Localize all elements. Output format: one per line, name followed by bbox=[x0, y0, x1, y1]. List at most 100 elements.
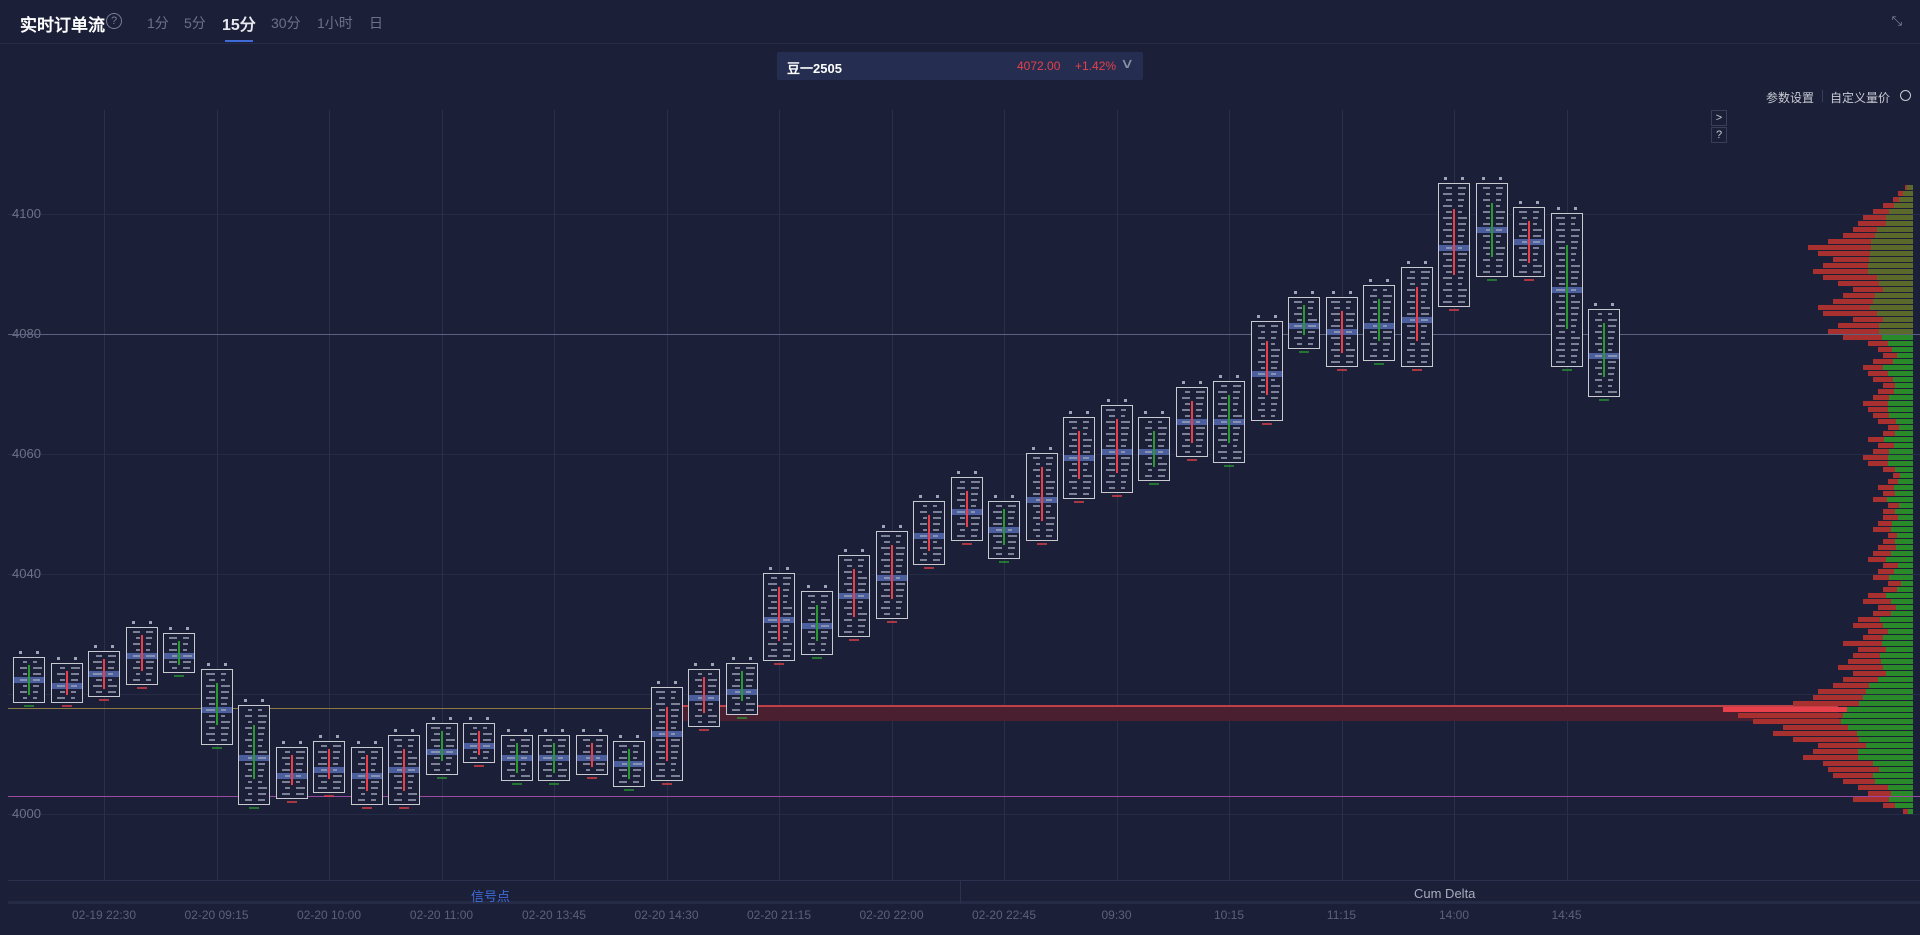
ask-volume-cell bbox=[1308, 331, 1315, 333]
tab-5min[interactable]: 5分 bbox=[184, 15, 206, 31]
footprint-candle[interactable] bbox=[1588, 309, 1620, 397]
footprint-candle[interactable] bbox=[1475, 183, 1508, 277]
bid-volume-cell bbox=[248, 781, 252, 783]
bid-volume-cell bbox=[844, 619, 852, 621]
ask-volume-cell bbox=[1608, 349, 1612, 351]
footprint-candle[interactable] bbox=[125, 627, 158, 685]
price-level-row bbox=[1439, 209, 1469, 215]
footprint-candle[interactable] bbox=[425, 723, 458, 775]
ask-volume-cell bbox=[1570, 313, 1578, 315]
footprint-candle[interactable] bbox=[238, 705, 270, 805]
footprint-candle[interactable] bbox=[1513, 207, 1545, 277]
expand-button[interactable]: > bbox=[1711, 110, 1727, 126]
footprint-candle[interactable] bbox=[800, 591, 833, 655]
help-icon[interactable]: ? bbox=[106, 13, 122, 29]
candle-header-marks bbox=[469, 717, 489, 720]
ask-volume-cell bbox=[108, 679, 112, 681]
ask-volume-cell bbox=[1533, 223, 1537, 225]
footprint-candle[interactable] bbox=[463, 723, 495, 763]
footprint-candle[interactable] bbox=[1138, 417, 1170, 481]
footprint-candle[interactable] bbox=[1288, 297, 1320, 349]
price-level-row bbox=[352, 767, 382, 773]
circle-dot-icon[interactable] bbox=[1900, 90, 1911, 101]
price-level-row bbox=[1252, 401, 1282, 407]
footprint-chart[interactable]: 4100 4080 4060 4040 4000 bbox=[0, 100, 1920, 880]
question-button[interactable]: ? bbox=[1711, 127, 1727, 143]
footprint-candle[interactable] bbox=[763, 573, 795, 661]
footprint-candle[interactable] bbox=[1175, 387, 1208, 457]
ask-volume-cell bbox=[1233, 409, 1237, 411]
tab-1hour[interactable]: 1小时 bbox=[317, 15, 353, 31]
ask-volume-cell bbox=[333, 757, 339, 759]
price-level-row bbox=[1552, 329, 1582, 335]
footprint-candle[interactable] bbox=[950, 477, 983, 541]
footprint-candle[interactable] bbox=[1325, 297, 1358, 367]
ask-volume-cell bbox=[820, 619, 830, 621]
bid-volume-cell bbox=[470, 733, 477, 735]
symbol-selector[interactable]: 豆一2505 4072.00 +1.42% ∨ bbox=[777, 52, 1143, 80]
bid-volume-cell bbox=[655, 703, 665, 705]
delta-marker bbox=[1336, 369, 1347, 371]
footprint-candle[interactable] bbox=[538, 735, 570, 781]
footprint-candle[interactable] bbox=[1400, 267, 1433, 367]
ask-volume-cell bbox=[708, 691, 715, 693]
footprint-candle[interactable] bbox=[725, 663, 758, 715]
footprint-candle[interactable] bbox=[988, 501, 1020, 559]
footprint-candle[interactable] bbox=[1363, 285, 1395, 361]
profile-buy-bar bbox=[1893, 359, 1913, 364]
cum-delta-panel-tab[interactable]: Cum Delta bbox=[1414, 886, 1476, 901]
footprint-candle[interactable] bbox=[875, 531, 908, 619]
signal-panel-tab[interactable]: 信号点 bbox=[471, 889, 511, 904]
footprint-candle[interactable] bbox=[163, 633, 195, 673]
price-level-row bbox=[502, 773, 532, 779]
bid-volume-cell bbox=[1519, 223, 1527, 225]
collapse-arrows-icon[interactable]: ⤡ bbox=[1891, 13, 1902, 28]
footprint-candle[interactable] bbox=[1063, 417, 1095, 499]
price-level-row bbox=[1252, 335, 1282, 341]
bid-volume-cell bbox=[1072, 439, 1077, 441]
bid-volume-cell bbox=[546, 763, 552, 765]
ask-volume-cell bbox=[258, 709, 262, 711]
ask-volume-cell bbox=[1608, 367, 1615, 369]
footprint-candle[interactable] bbox=[50, 663, 83, 703]
bid-volume-cell bbox=[205, 709, 215, 711]
ask-volume-cell bbox=[1420, 295, 1426, 297]
footprint-candle[interactable] bbox=[1250, 321, 1283, 421]
bid-volume-cell bbox=[1218, 391, 1227, 393]
footprint-candle[interactable] bbox=[913, 501, 945, 565]
footprint-candle[interactable] bbox=[200, 669, 233, 745]
custom-volume-price-link[interactable]: 自定义量价 bbox=[1830, 91, 1891, 105]
footprint-candle[interactable] bbox=[313, 741, 345, 793]
tab-day[interactable]: 日 bbox=[369, 15, 383, 31]
bid-volume-cell bbox=[1443, 289, 1452, 291]
tab-30min[interactable]: 30分 bbox=[271, 15, 301, 31]
params-settings-link[interactable]: 参数设置 bbox=[1766, 91, 1815, 105]
footprint-candle[interactable] bbox=[1213, 381, 1245, 463]
footprint-candle[interactable] bbox=[1100, 405, 1133, 493]
footprint-candle[interactable] bbox=[388, 735, 420, 805]
profile-buy-bar bbox=[1888, 407, 1913, 412]
ask-volume-cell bbox=[33, 679, 40, 681]
bid-volume-cell bbox=[1181, 445, 1190, 447]
footprint-candle[interactable] bbox=[688, 669, 720, 727]
footprint-candle[interactable] bbox=[13, 657, 45, 703]
tab-15min[interactable]: 15分 bbox=[222, 11, 256, 42]
footprint-candle[interactable] bbox=[650, 687, 683, 781]
price-level-row bbox=[1252, 389, 1282, 395]
tab-1min[interactable]: 1分 bbox=[147, 15, 169, 31]
ask-volume-cell bbox=[1495, 241, 1500, 243]
price-level-row bbox=[1027, 515, 1057, 521]
footprint-candle[interactable] bbox=[575, 735, 608, 775]
footprint-candle[interactable] bbox=[275, 747, 308, 799]
footprint-candle[interactable] bbox=[613, 741, 645, 787]
ask-volume-cell bbox=[670, 697, 675, 699]
profile-buy-bar bbox=[1848, 725, 1913, 730]
footprint-candle[interactable] bbox=[500, 735, 533, 781]
footprint-candle[interactable] bbox=[350, 747, 383, 805]
footprint-candle[interactable] bbox=[838, 555, 870, 637]
footprint-candle[interactable] bbox=[1438, 183, 1470, 307]
footprint-candle[interactable] bbox=[1550, 213, 1583, 367]
ask-volume-cell bbox=[220, 721, 230, 723]
footprint-candle[interactable] bbox=[88, 651, 120, 697]
footprint-candle[interactable] bbox=[1025, 453, 1058, 541]
